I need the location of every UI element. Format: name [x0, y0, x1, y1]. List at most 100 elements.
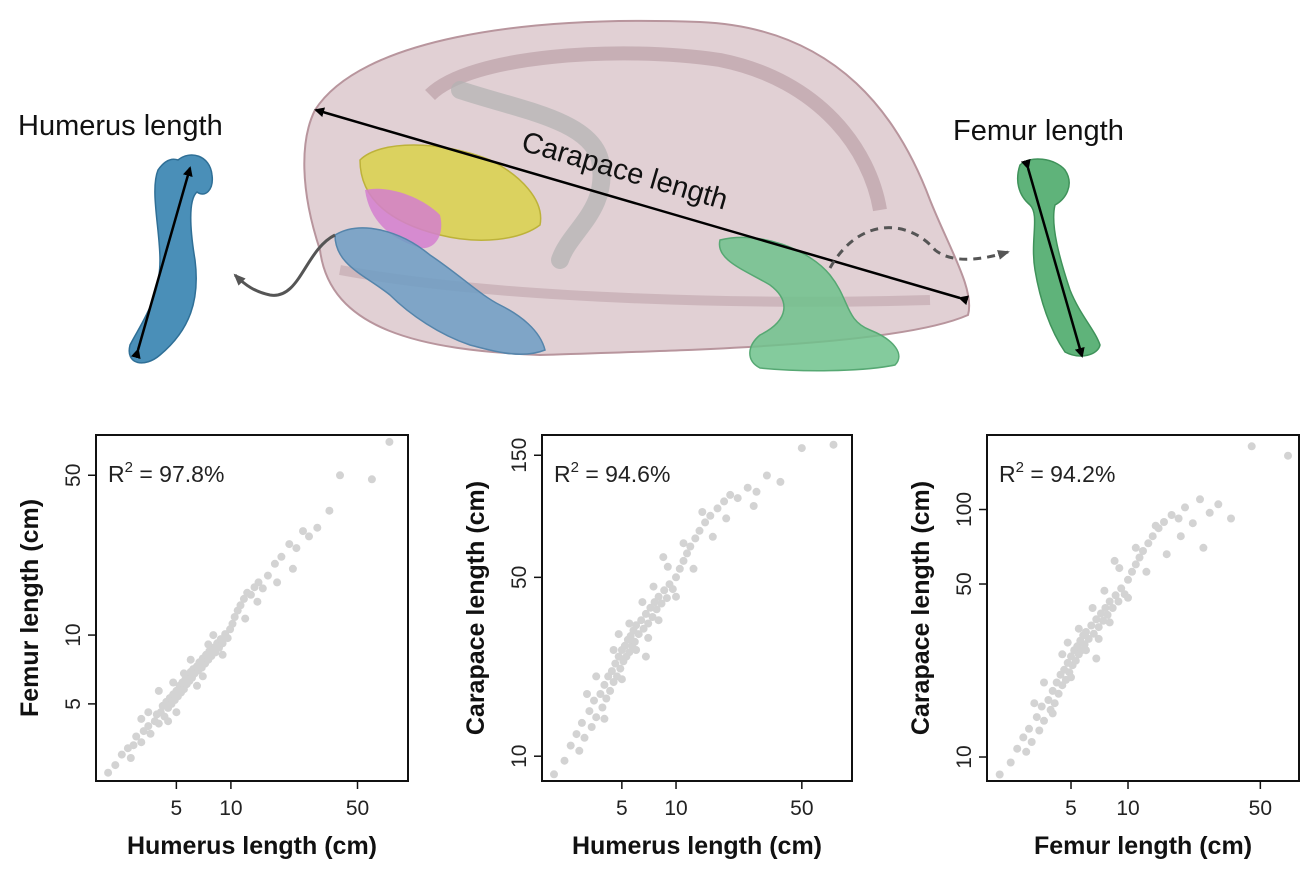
data-point	[686, 542, 695, 551]
data-point	[239, 594, 248, 603]
data-point	[672, 573, 680, 582]
data-point	[638, 598, 647, 607]
data-point	[683, 549, 691, 558]
data-point	[1019, 733, 1028, 742]
data-point	[1101, 604, 1110, 612]
data-point	[1094, 634, 1103, 643]
data-point	[659, 553, 668, 562]
data-point	[606, 686, 615, 695]
data-point	[672, 592, 680, 601]
data-point	[1103, 610, 1112, 619]
data-point	[154, 686, 163, 695]
data-point	[1088, 604, 1097, 612]
humerus-length-label: Humerus length	[18, 110, 223, 142]
data-point	[164, 717, 173, 726]
data-point	[602, 694, 611, 703]
data-point	[580, 733, 589, 742]
x-tick-label: 10	[219, 797, 242, 820]
data-point	[1115, 564, 1124, 573]
data-point	[566, 741, 575, 750]
data-point	[641, 609, 650, 618]
data-point	[204, 640, 213, 649]
plot-frame	[95, 434, 409, 782]
x-tick-label: 50	[346, 797, 369, 820]
data-point	[749, 502, 758, 510]
data-point	[649, 582, 658, 591]
data-point	[1092, 615, 1101, 624]
data-point	[679, 539, 688, 548]
data-point	[995, 770, 1004, 779]
data-point	[154, 719, 163, 728]
data-point	[1108, 604, 1117, 612]
data-point	[706, 511, 715, 520]
turtle-illustration: Carapace length Humerus length Femur len…	[18, 19, 1124, 372]
data-point	[1128, 567, 1136, 576]
data-point	[560, 756, 569, 765]
data-point	[592, 672, 601, 681]
y-axis-title: Carapace length (cm)	[907, 481, 935, 735]
data-point	[575, 746, 584, 755]
data-point	[263, 571, 272, 580]
data-point	[258, 584, 267, 593]
r-squared-annotation: R2 = 97.8%	[108, 459, 224, 487]
data-point	[1082, 628, 1090, 636]
data-point	[695, 526, 704, 535]
data-point	[254, 578, 263, 587]
data-point	[241, 614, 250, 623]
data-point	[144, 722, 153, 731]
data-point	[1082, 646, 1090, 655]
data-point	[137, 738, 146, 747]
data-point	[1071, 656, 1080, 665]
data-point	[600, 680, 609, 689]
data-point	[691, 534, 700, 543]
data-point	[663, 562, 672, 571]
data-point	[550, 770, 558, 779]
data-point	[701, 518, 710, 527]
plot-frame	[541, 434, 853, 782]
plot-frame	[986, 434, 1300, 782]
data-point	[132, 732, 141, 741]
data-point	[253, 597, 262, 606]
carapace-length-arrow	[314, 107, 970, 306]
data-point	[762, 471, 771, 480]
scatter-panel-3: 5 10 50 10 50 100 Femur length (cm) Carapace le…	[907, 434, 1300, 860]
data-point	[607, 667, 616, 676]
data-point	[104, 768, 113, 777]
data-point	[137, 714, 146, 723]
data-point	[592, 713, 601, 722]
y-tick-label: 10	[508, 745, 531, 768]
data-point	[722, 514, 731, 523]
data-point	[657, 599, 666, 608]
data-point	[1027, 738, 1036, 746]
data-point	[614, 630, 623, 639]
data-point	[1142, 567, 1151, 576]
data-point	[620, 641, 629, 650]
x-axis-title: Humerus length (cm)	[572, 832, 822, 860]
data-point	[111, 761, 120, 770]
data-point	[273, 578, 282, 587]
data-point	[726, 490, 735, 499]
data-point	[285, 540, 294, 549]
x-tick-label: 50	[790, 797, 813, 820]
data-point	[668, 585, 677, 594]
data-point	[1013, 744, 1022, 753]
data-point	[126, 754, 135, 762]
data-point	[641, 652, 650, 661]
data-point	[1227, 514, 1235, 523]
data-point	[679, 556, 688, 565]
data-point	[1092, 654, 1101, 663]
data-point	[193, 681, 201, 690]
data-point	[179, 669, 188, 678]
femur-bone	[1017, 158, 1101, 358]
data-point	[1089, 629, 1098, 638]
data-point	[218, 639, 227, 648]
data-point	[1048, 709, 1057, 718]
y-tick-label: 5	[62, 698, 85, 710]
data-point	[305, 532, 313, 541]
data-point	[1105, 618, 1114, 627]
data-point	[1284, 451, 1292, 460]
data-point	[1058, 650, 1067, 659]
data-point	[299, 527, 307, 536]
humerus-bone	[128, 154, 214, 364]
data-point	[1205, 508, 1214, 517]
